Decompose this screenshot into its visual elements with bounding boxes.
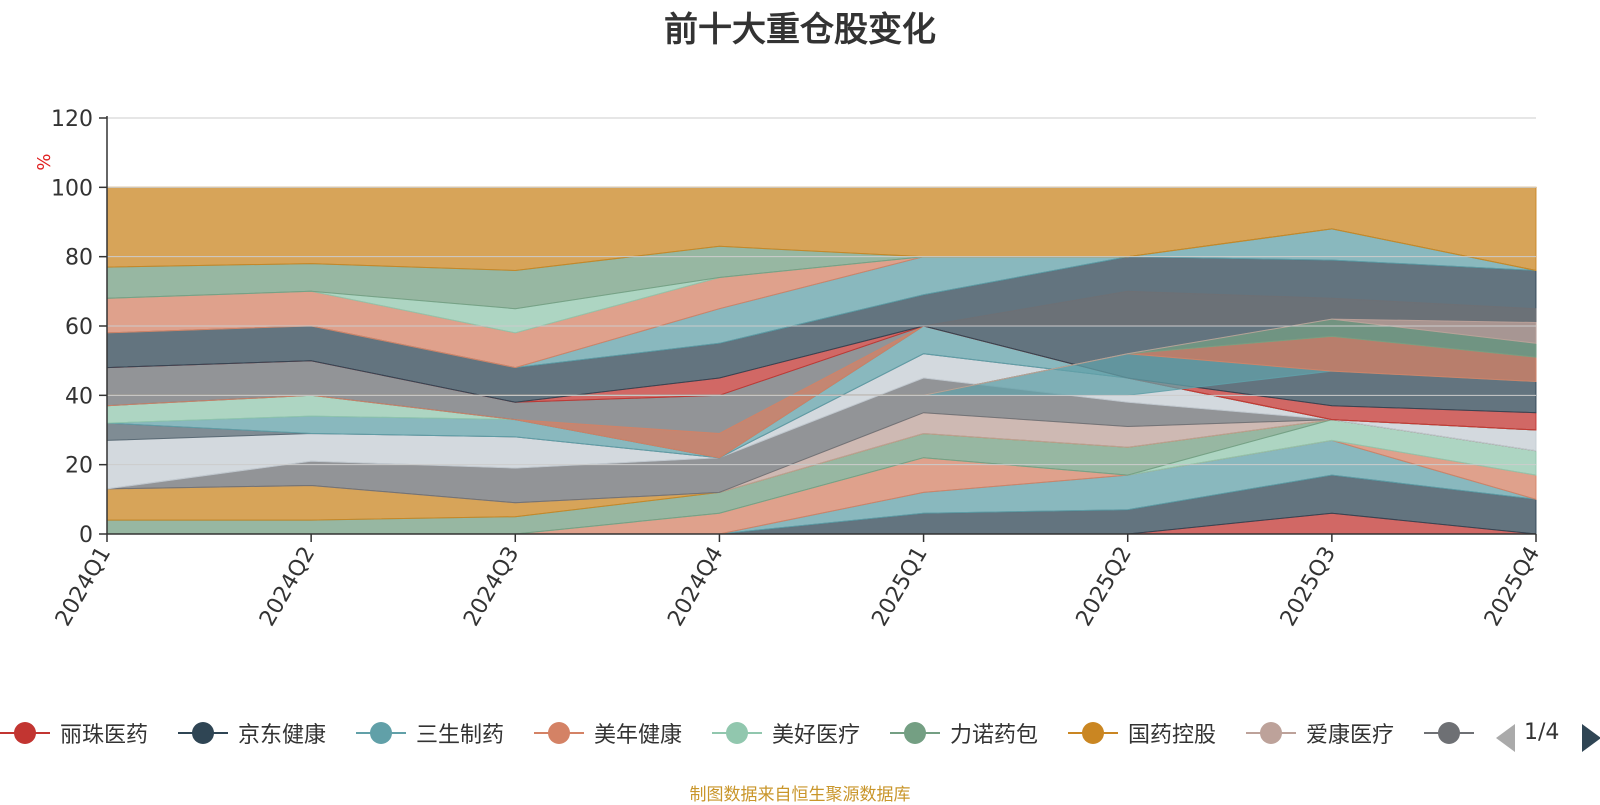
legend-label: 国药控股	[1128, 723, 1217, 748]
x-tick-label: 2025Q4	[1480, 543, 1545, 631]
legend-marker-icon	[534, 715, 584, 751]
y-tick-label: 120	[51, 107, 93, 132]
legend-label: 美年健康	[594, 723, 683, 748]
x-tick-label: 2024Q1	[51, 543, 116, 631]
legend: 丽珠医药 京东健康 三生制药 美年健康 美好医疗 力诺药包 国药控股 爱康医疗 三	[0, 715, 1600, 755]
legend-marker-icon	[1424, 715, 1474, 751]
legend-label: 爱康医疗	[1306, 723, 1395, 748]
legend-label: 美好医疗	[772, 723, 861, 748]
legend-item[interactable]: 三	[1424, 715, 1478, 751]
legend-label: 丽珠医药	[60, 723, 149, 748]
legend-marker-icon	[178, 715, 228, 751]
legend-item[interactable]: 美年健康	[534, 715, 682, 751]
legend-item[interactable]: 三生制药	[356, 715, 504, 751]
x-tick-label: 2024Q4	[663, 543, 728, 631]
legend-item[interactable]: 丽珠医药	[0, 715, 148, 751]
y-tick-label: 100	[51, 176, 93, 201]
stacked-area-bands	[106, 186, 1537, 535]
x-tick-label: 2025Q1	[867, 543, 932, 631]
legend-page-indicator: 1/4	[1524, 720, 1560, 745]
y-tick-label: 0	[79, 523, 93, 548]
x-tick-label: 2025Q2	[1072, 543, 1137, 631]
legend-label: 三生制药	[416, 723, 505, 748]
chart-title: 前十大重仓股变化	[664, 10, 936, 50]
legend-item[interactable]: 爱康医疗	[1246, 715, 1394, 751]
x-tick-label: 2024Q2	[255, 543, 320, 631]
y-axis-label: %	[34, 153, 55, 170]
source-note: 制图数据来自恒生聚源数据库	[689, 785, 911, 805]
legend-items: 丽珠医药 京东健康 三生制药 美年健康 美好医疗 力诺药包 国药控股 爱康医疗 三	[0, 715, 1478, 755]
legend-label: 力诺药包	[950, 723, 1039, 748]
y-tick-label: 60	[65, 315, 93, 340]
legend-item[interactable]: 力诺药包	[890, 715, 1038, 751]
legend-marker-icon	[890, 715, 940, 751]
x-tick-label: 2025Q3	[1276, 543, 1341, 631]
legend-item[interactable]: 国药控股	[1068, 715, 1216, 751]
legend-label: 京东健康	[238, 723, 327, 748]
legend-marker-icon	[712, 715, 762, 751]
y-tick-label: 20	[65, 454, 93, 479]
legend-next-page-icon[interactable]	[1582, 724, 1600, 752]
legend-marker-icon	[356, 715, 406, 751]
legend-item[interactable]: 美好医疗	[712, 715, 860, 751]
legend-prev-page-icon[interactable]	[1496, 724, 1515, 752]
legend-marker-icon	[0, 715, 50, 751]
y-tick-label: 40	[65, 384, 93, 409]
legend-marker-icon	[1246, 715, 1296, 751]
legend-marker-icon	[1068, 715, 1118, 751]
legend-item[interactable]: 京东健康	[178, 715, 326, 751]
grid-lines	[107, 117, 1536, 466]
y-tick-label: 80	[65, 246, 93, 271]
x-tick-label: 2024Q3	[459, 543, 524, 631]
chart-area: 0 20 40 60 80 100 120 2024Q1 2024Q2 2024Q3 2024Q4 2…	[34, 107, 1545, 631]
